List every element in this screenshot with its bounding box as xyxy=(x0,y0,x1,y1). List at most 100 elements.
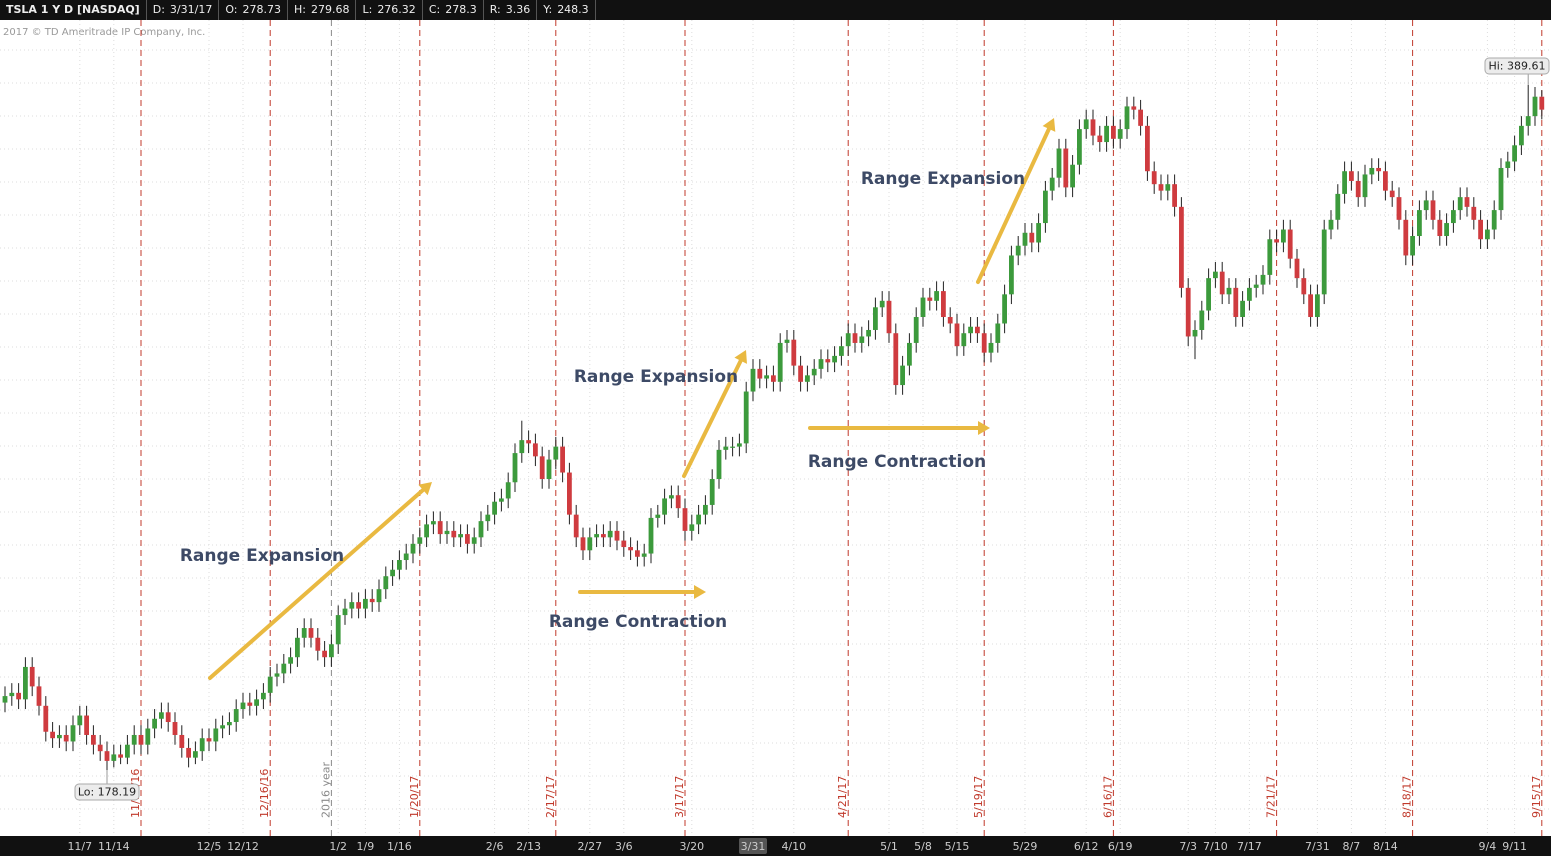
copyright: 2017 © TD Ameritrade IP Company, Inc. xyxy=(3,27,206,38)
candle-body xyxy=(1104,125,1109,143)
candle-body xyxy=(1281,229,1286,243)
candle-body xyxy=(1036,223,1041,243)
candle-body xyxy=(23,666,28,700)
high_labels: Hi: 389.61 xyxy=(1488,60,1545,73)
candle-body xyxy=(29,666,35,687)
candle-body xyxy=(805,375,810,382)
header-value: 278.73 xyxy=(242,3,281,16)
low_labels-box xyxy=(74,783,140,801)
candle-body xyxy=(1022,232,1028,246)
candle-body xyxy=(465,534,470,544)
header-item: R: 3.36 xyxy=(484,0,538,20)
candle-body xyxy=(376,589,382,603)
candle-body xyxy=(1437,219,1443,237)
candle-body xyxy=(165,712,171,723)
candle-body xyxy=(573,514,579,538)
header-value: 3.36 xyxy=(505,3,531,16)
symbol: TSLA 1 Y D [NASDAQ] xyxy=(0,0,147,20)
candle-body xyxy=(1315,294,1320,318)
candle-body xyxy=(1464,197,1470,207)
candle-body xyxy=(553,446,559,460)
candle-body xyxy=(16,692,21,700)
candle-body xyxy=(1151,171,1157,185)
candle-body xyxy=(36,686,42,706)
candle-body xyxy=(43,705,49,732)
header-key: L: xyxy=(362,3,373,16)
candle-body xyxy=(512,453,518,483)
candle-body xyxy=(1124,106,1130,130)
candle-body xyxy=(641,553,647,557)
x-tick-label: 7/3 xyxy=(1179,840,1197,853)
candle-body xyxy=(886,300,892,334)
candle-body xyxy=(322,650,327,658)
candle-body xyxy=(1219,271,1225,295)
candle-body xyxy=(1294,258,1300,279)
annotation-arrowhead xyxy=(418,482,432,496)
candle-body xyxy=(1131,106,1137,110)
candle-body xyxy=(1063,148,1069,188)
x-tick-label: 2/27 xyxy=(577,840,602,853)
x-tick-label: 8/7 xyxy=(1343,840,1361,853)
candle-body xyxy=(1267,239,1273,275)
candle-body xyxy=(920,297,926,318)
candle-body xyxy=(57,734,62,739)
candle-body xyxy=(138,734,144,745)
candle-body xyxy=(410,543,416,554)
candle-body xyxy=(954,323,960,347)
candle-body xyxy=(227,722,232,726)
candle-body xyxy=(1111,125,1116,139)
candle-body xyxy=(1049,177,1055,191)
annotation: Range Contraction xyxy=(808,452,986,472)
candle-body xyxy=(689,524,695,531)
annotation-arrow xyxy=(208,487,426,680)
candle-body xyxy=(900,365,905,386)
candle-body xyxy=(1233,287,1239,318)
candle-body xyxy=(213,728,219,742)
candle-body xyxy=(961,333,967,347)
header-item: D: 3/31/17 xyxy=(147,0,220,20)
current-date-box xyxy=(739,838,767,854)
candle-body xyxy=(254,699,259,706)
candle-body xyxy=(451,530,457,538)
annotation: Range Expansion xyxy=(180,546,344,566)
candle-body xyxy=(635,550,640,557)
candle-body xyxy=(947,317,953,324)
candle-body xyxy=(1145,125,1150,172)
candle-body xyxy=(934,291,939,301)
annotation: Range Contraction xyxy=(549,612,727,632)
candle-body xyxy=(941,291,946,318)
x-tick-label: 5/29 xyxy=(1013,840,1038,853)
expirations-label: 5/19/17 xyxy=(972,776,985,818)
candle-body xyxy=(1138,109,1143,126)
candle-body xyxy=(927,297,933,301)
high_labels-box xyxy=(1484,57,1550,75)
header-value: 276.32 xyxy=(377,3,416,16)
candle-body xyxy=(839,346,844,356)
candle-body xyxy=(628,547,633,551)
candle-body xyxy=(1444,223,1449,237)
header-item: C: 278.3 xyxy=(423,0,484,20)
candle-body xyxy=(1403,219,1409,256)
low_labels: Lo: 178.19 xyxy=(78,786,136,799)
candle-body xyxy=(1423,200,1429,211)
expirations-label: 8/18/17 xyxy=(1401,776,1414,818)
x-tick-label: 5/1 xyxy=(880,840,898,853)
x-tick-label: 2/6 xyxy=(486,840,504,853)
candle-body xyxy=(859,336,865,343)
candle-body xyxy=(1539,96,1545,110)
candle-body xyxy=(63,734,69,742)
candle-body xyxy=(1349,171,1354,181)
candle-body xyxy=(777,342,783,382)
candle-body xyxy=(818,359,824,369)
expirations-label: 7/21/17 xyxy=(1265,776,1278,818)
annotation: Range Expansion xyxy=(861,169,1025,189)
candle-body xyxy=(1056,148,1062,178)
candle-body xyxy=(1321,229,1327,295)
candle-body xyxy=(1165,184,1171,191)
candle-body xyxy=(1199,310,1205,330)
candle-body xyxy=(764,375,769,379)
candle-body xyxy=(1090,119,1096,136)
candle-body xyxy=(771,375,776,382)
annotation: Range Expansion xyxy=(574,367,738,387)
